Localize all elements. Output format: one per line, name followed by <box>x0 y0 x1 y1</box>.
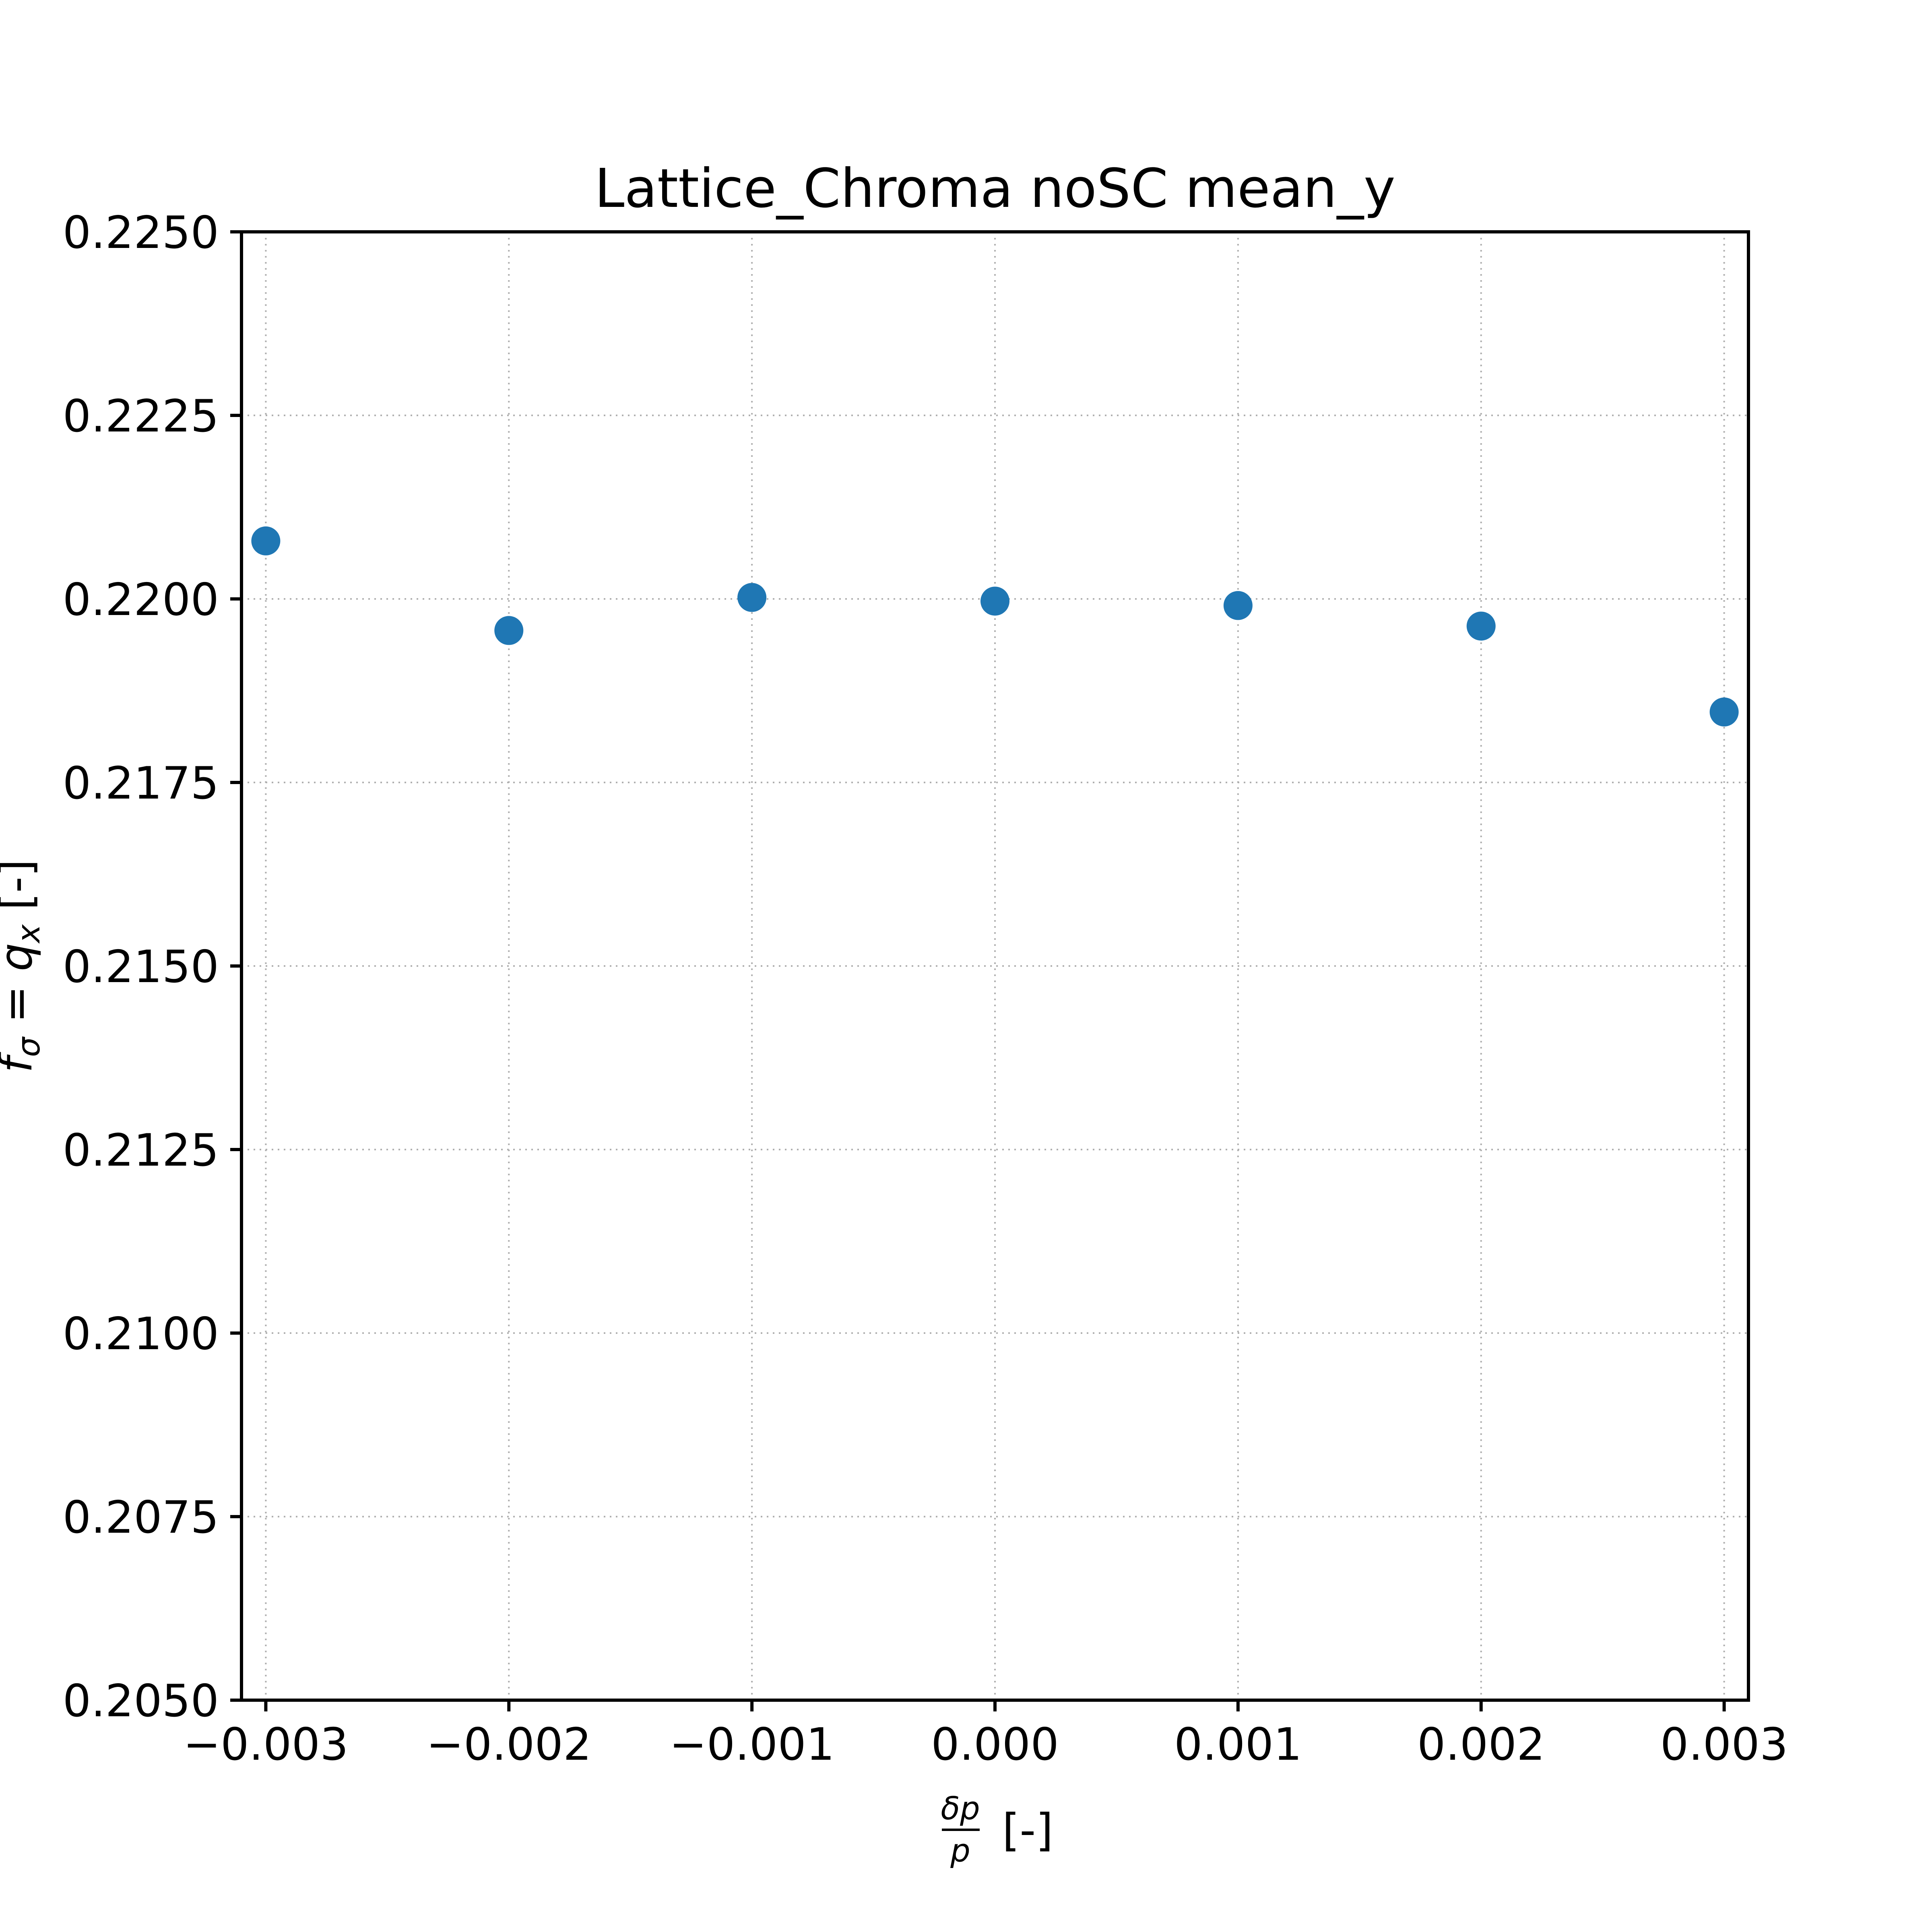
scatter-point <box>1466 611 1496 641</box>
x-tick-label: 0.003 <box>1660 1719 1788 1771</box>
y-label-eq: = q <box>0 943 42 1037</box>
y-axis-label: fσ = qx [-] <box>0 859 47 1073</box>
y-tick-label: 0.2100 <box>63 1308 219 1360</box>
scatter-point <box>251 526 281 555</box>
scatter-point <box>980 586 1009 616</box>
scatter-point <box>494 616 524 645</box>
axis-ticks: −0.003 −0.002 −0.001 0.000 0.001 0.002 0.003 0.… <box>63 207 1788 1771</box>
x-tick-label: 0.002 <box>1417 1719 1545 1771</box>
scatter-point <box>737 583 767 612</box>
y-tick-label: 0.2125 <box>63 1125 219 1177</box>
x-tick-label: 0.000 <box>931 1719 1059 1771</box>
x-tick-label: 0.001 <box>1174 1719 1302 1771</box>
scatter-point <box>1709 697 1739 727</box>
x-tick-label: −0.002 <box>426 1719 592 1771</box>
x-tick-label: −0.003 <box>183 1719 349 1771</box>
x-label-numerator: δp <box>941 1791 980 1827</box>
grid-lines <box>242 231 1748 1701</box>
y-label-sub: σ <box>11 1036 47 1057</box>
scatter-point <box>1223 591 1253 620</box>
scatter-points <box>251 526 1739 727</box>
y-tick-label: 0.2225 <box>63 390 219 442</box>
x-label-units: [-] <box>1002 1804 1053 1856</box>
y-label-sub2: x <box>11 924 47 944</box>
x-label-denominator: p <box>950 1833 970 1869</box>
y-tick-label: 0.2200 <box>63 574 219 626</box>
chart-title: Lattice_Chroma noSC mean_y <box>594 158 1395 220</box>
y-label-tail: [-] <box>0 859 42 925</box>
y-tick-label: 0.2250 <box>63 207 219 259</box>
y-tick-label: 0.2075 <box>63 1492 219 1544</box>
y-tick-label: 0.2150 <box>63 941 219 993</box>
x-tick-label: −0.001 <box>669 1719 835 1771</box>
y-tick-label: 0.2175 <box>63 758 219 809</box>
y-tick-label: 0.2050 <box>63 1675 219 1727</box>
x-axis-label: δp p [-] <box>941 1791 1053 1869</box>
svg-text:fσ = qx [-]: fσ = qx [-] <box>0 859 47 1073</box>
